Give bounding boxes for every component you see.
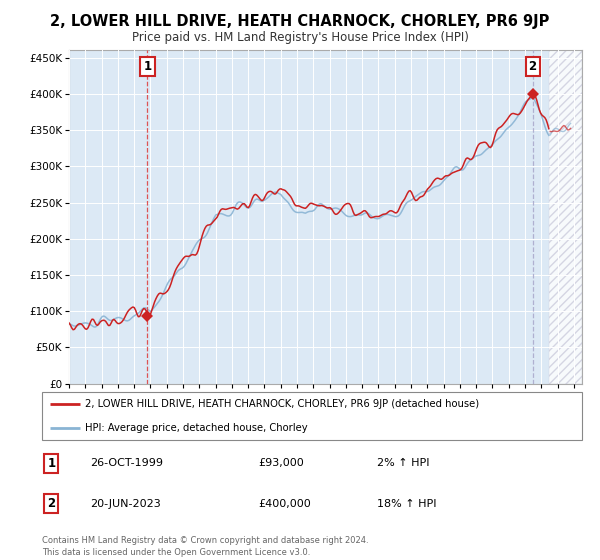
Text: Contains HM Land Registry data © Crown copyright and database right 2024.
This d: Contains HM Land Registry data © Crown c…	[42, 536, 368, 557]
Text: £400,000: £400,000	[258, 498, 311, 508]
Text: 2, LOWER HILL DRIVE, HEATH CHARNOCK, CHORLEY, PR6 9JP: 2, LOWER HILL DRIVE, HEATH CHARNOCK, CHO…	[50, 14, 550, 29]
Text: 18% ↑ HPI: 18% ↑ HPI	[377, 498, 436, 508]
Text: 2: 2	[529, 60, 537, 73]
Text: HPI: Average price, detached house, Chorley: HPI: Average price, detached house, Chor…	[85, 423, 308, 433]
Text: 20-JUN-2023: 20-JUN-2023	[91, 498, 161, 508]
Text: £93,000: £93,000	[258, 458, 304, 468]
Text: 2, LOWER HILL DRIVE, HEATH CHARNOCK, CHORLEY, PR6 9JP (detached house): 2, LOWER HILL DRIVE, HEATH CHARNOCK, CHO…	[85, 399, 479, 409]
Text: 2% ↑ HPI: 2% ↑ HPI	[377, 458, 430, 468]
Text: 2: 2	[47, 497, 56, 510]
Text: 1: 1	[47, 456, 56, 470]
Text: 1: 1	[143, 60, 152, 73]
Text: Price paid vs. HM Land Registry's House Price Index (HPI): Price paid vs. HM Land Registry's House …	[131, 31, 469, 44]
FancyBboxPatch shape	[42, 392, 582, 440]
Text: 26-OCT-1999: 26-OCT-1999	[91, 458, 164, 468]
